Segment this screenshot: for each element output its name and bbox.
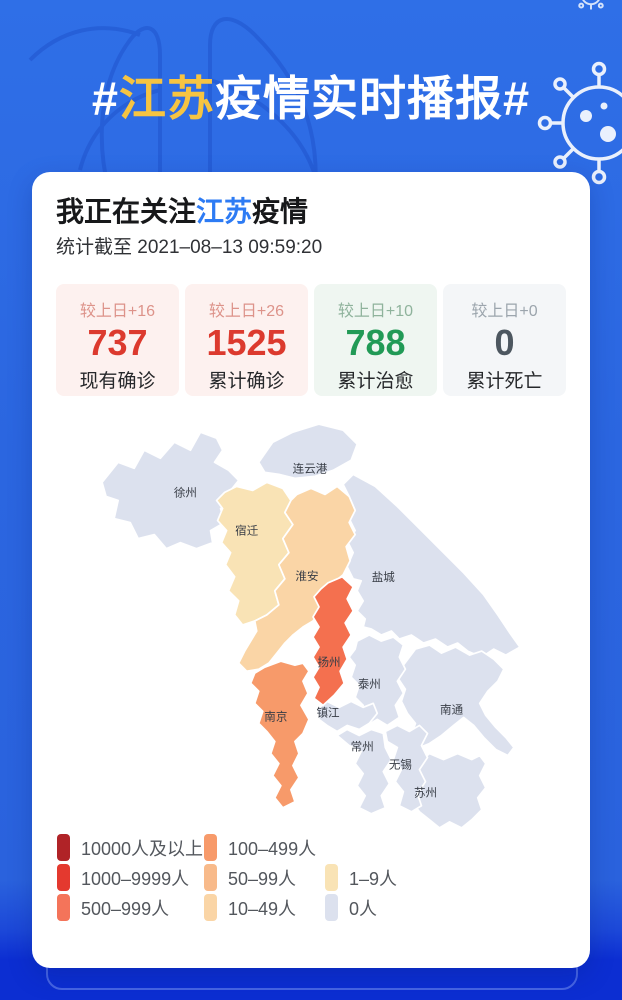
stats-timestamp: 统计截至 2021–08–13 09:59:20 <box>56 237 323 258</box>
legend-item: 50–99人 <box>204 864 296 891</box>
region-label: 无锡 <box>389 758 412 772</box>
legend-swatch <box>204 834 217 861</box>
legend-item: 0人 <box>325 894 377 921</box>
stat-delta: 较上日+0 <box>471 303 538 320</box>
card-title: 我正在关注江苏疫情 <box>56 190 308 230</box>
legend-label: 0人 <box>349 898 378 919</box>
legend-item: 10–49人 <box>204 894 296 921</box>
stat-value: 0 <box>494 322 515 363</box>
stat-value: 788 <box>345 322 406 363</box>
legend-label: 1000–9999人 <box>81 868 190 889</box>
legend-swatch <box>57 864 70 891</box>
card-title-prefix: 我正在关注 <box>56 196 197 227</box>
legend-swatch <box>325 864 338 891</box>
stat-value: 1525 <box>206 322 287 363</box>
card-title-highlight: 江苏 <box>196 196 253 227</box>
stat-box-cumulative-confirmed: 较上日+26 1525 累计确诊 <box>185 284 308 396</box>
region-label: 徐州 <box>174 485 197 499</box>
region-lianyungang <box>257 423 359 480</box>
jiangsu-choropleth-map: 徐州 连云港 盐城 南通 泰州 苏州 无锡 常州 镇江 宿迁 淮安 扬州 南京 <box>101 423 521 829</box>
legend-item: 10000人及以上 <box>57 834 203 861</box>
card-title-suffix: 疫情 <box>252 196 309 227</box>
page-title-prefix: # <box>91 72 119 125</box>
region-xuzhou <box>101 431 240 550</box>
stat-delta: 较上日+10 <box>337 303 414 320</box>
legend-label: 10–49人 <box>228 898 297 919</box>
region-yancheng <box>342 473 521 658</box>
region-label: 扬州 <box>318 655 341 669</box>
legend-item: 1–9人 <box>325 864 397 891</box>
map-labels: 徐州 连云港 盐城 南通 泰州 苏州 无锡 常州 镇江 宿迁 淮安 扬州 南京 <box>174 461 464 799</box>
stat-box-cumulative-cured: 较上日+10 788 累计治愈 <box>314 284 437 396</box>
region-label: 常州 <box>351 741 374 754</box>
region-label: 南京 <box>264 709 287 723</box>
stat-label: 累计治愈 <box>337 371 414 393</box>
region-label: 连云港 <box>293 461 328 475</box>
region-label: 南通 <box>440 702 464 716</box>
report-card: 我正在关注江苏疫情 统计截至 2021–08–13 09:59:20 较上日+1… <box>32 172 590 968</box>
region-label: 盐城 <box>372 571 396 584</box>
region-huaian <box>237 485 357 673</box>
region-taizhou <box>348 634 407 727</box>
legend-item: 1000–9999人 <box>57 864 189 891</box>
lung-illustration-icon <box>28 17 318 190</box>
page-title-highlight: 江苏 <box>119 72 215 125</box>
region-nanjing <box>249 660 310 809</box>
page-title: #江苏疫情实时播报# <box>0 60 622 129</box>
legend-swatch <box>57 834 70 861</box>
virus-icon <box>537 61 622 185</box>
stat-box-current-confirmed: 较上日+16 737 现有确诊 <box>56 284 179 396</box>
stat-box-cumulative-deaths: 较上日+0 0 累计死亡 <box>443 284 566 396</box>
region-label: 镇江 <box>317 705 341 719</box>
legend-swatch <box>204 864 217 891</box>
region-zhenjiang <box>316 700 379 733</box>
legend-swatch <box>204 894 217 921</box>
legend-label: 50–99人 <box>228 868 297 889</box>
legend-label: 500–999人 <box>81 898 170 919</box>
legend-item: 500–999人 <box>57 894 169 921</box>
legend-item: 100–499人 <box>204 834 316 861</box>
legend-label: 10000人及以上 <box>81 838 204 859</box>
stat-value: 737 <box>87 322 148 363</box>
stat-label: 累计死亡 <box>466 371 543 393</box>
legend-label: 100–499人 <box>228 838 317 859</box>
region-nantong <box>396 644 515 757</box>
page-title-suffix: 疫情实时播报# <box>215 72 531 125</box>
region-changzhou <box>336 728 393 815</box>
legend-swatch <box>325 894 338 921</box>
virus-small-icon <box>578 0 604 10</box>
region-yangzhou <box>312 575 355 707</box>
region-label: 苏州 <box>414 787 437 800</box>
region-label: 泰州 <box>358 677 381 691</box>
stats-row: 较上日+16 737 现有确诊 较上日+26 1525 累计确诊 较上日+10 … <box>56 284 566 396</box>
region-label: 宿迁 <box>235 524 259 538</box>
stat-label: 现有确诊 <box>79 371 156 393</box>
stat-label: 累计确诊 <box>208 371 285 393</box>
stat-delta: 较上日+26 <box>208 303 285 320</box>
region-label: 淮安 <box>295 569 318 583</box>
region-wuxi <box>384 724 429 813</box>
legend-swatch <box>57 894 70 921</box>
legend-label: 1–9人 <box>349 868 398 889</box>
stat-delta: 较上日+16 <box>79 303 156 320</box>
